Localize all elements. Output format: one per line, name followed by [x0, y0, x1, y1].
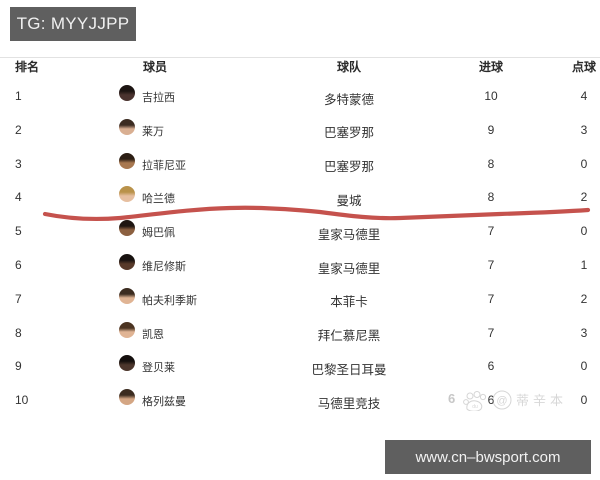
svg-text:@: @: [496, 395, 507, 407]
svg-text:du: du: [472, 404, 478, 410]
